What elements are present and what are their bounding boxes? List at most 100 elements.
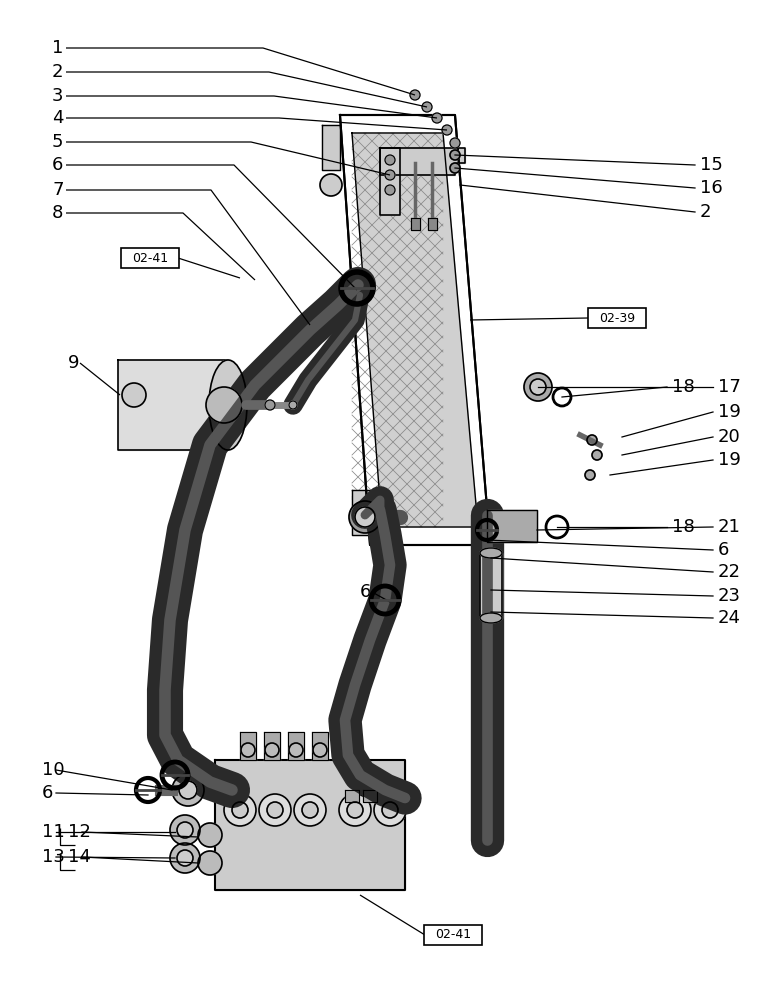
Polygon shape: [340, 115, 490, 545]
Circle shape: [179, 781, 197, 799]
Text: 2: 2: [700, 203, 712, 221]
Circle shape: [450, 138, 460, 148]
Text: 19: 19: [718, 403, 741, 421]
Circle shape: [530, 379, 546, 395]
Circle shape: [422, 102, 432, 112]
Circle shape: [265, 743, 279, 757]
Text: 2: 2: [52, 63, 64, 81]
Text: 9: 9: [68, 354, 79, 372]
Circle shape: [442, 125, 452, 135]
Text: 24: 24: [718, 609, 741, 627]
Polygon shape: [411, 218, 420, 230]
Circle shape: [546, 516, 568, 538]
Polygon shape: [487, 510, 537, 542]
Text: 1: 1: [52, 39, 64, 57]
Circle shape: [349, 501, 381, 533]
Text: 13: 13: [42, 848, 65, 866]
Text: 11: 11: [42, 823, 64, 841]
Text: 19: 19: [718, 451, 741, 469]
Text: 4: 4: [52, 109, 64, 127]
Circle shape: [450, 163, 460, 173]
Circle shape: [385, 155, 395, 165]
Polygon shape: [428, 218, 437, 230]
Text: 6: 6: [360, 583, 372, 601]
Circle shape: [432, 113, 442, 123]
Circle shape: [294, 794, 326, 826]
FancyBboxPatch shape: [424, 925, 482, 945]
Circle shape: [339, 794, 371, 826]
Circle shape: [289, 401, 297, 409]
Circle shape: [410, 90, 420, 100]
Circle shape: [170, 815, 200, 845]
Circle shape: [524, 373, 552, 401]
Text: 8: 8: [52, 204, 64, 222]
Text: 7: 7: [52, 181, 64, 199]
Text: 02-41: 02-41: [132, 251, 168, 264]
Circle shape: [450, 150, 460, 160]
Polygon shape: [352, 490, 370, 535]
Circle shape: [587, 435, 597, 445]
Text: 17: 17: [718, 378, 741, 396]
Circle shape: [232, 802, 248, 818]
Circle shape: [355, 507, 375, 527]
Circle shape: [198, 851, 222, 875]
Text: 16: 16: [700, 179, 722, 197]
Text: 6: 6: [42, 784, 54, 802]
Text: 6: 6: [52, 156, 64, 174]
Ellipse shape: [209, 360, 247, 450]
Polygon shape: [380, 148, 465, 175]
Circle shape: [177, 822, 193, 838]
Text: 02-41: 02-41: [435, 928, 471, 942]
Polygon shape: [380, 148, 400, 215]
Circle shape: [241, 743, 255, 757]
Text: 6: 6: [718, 541, 729, 559]
Polygon shape: [322, 125, 340, 170]
Text: 10: 10: [42, 761, 64, 779]
Circle shape: [265, 400, 275, 410]
Circle shape: [259, 794, 291, 826]
Ellipse shape: [480, 548, 502, 558]
Circle shape: [267, 802, 283, 818]
Text: 12: 12: [68, 823, 91, 841]
Circle shape: [385, 185, 395, 195]
Circle shape: [553, 388, 571, 406]
Polygon shape: [288, 732, 304, 760]
FancyBboxPatch shape: [588, 308, 646, 328]
Text: 18: 18: [672, 378, 695, 396]
Text: 02-39: 02-39: [599, 312, 635, 324]
Circle shape: [224, 794, 256, 826]
Text: 5: 5: [52, 133, 64, 151]
Circle shape: [302, 802, 318, 818]
Circle shape: [170, 843, 200, 873]
Circle shape: [320, 174, 342, 196]
Circle shape: [592, 450, 602, 460]
FancyBboxPatch shape: [121, 248, 179, 268]
Polygon shape: [240, 732, 256, 760]
Circle shape: [382, 802, 398, 818]
Polygon shape: [345, 790, 359, 802]
Circle shape: [289, 743, 303, 757]
Text: 22: 22: [718, 563, 741, 581]
Circle shape: [177, 850, 193, 866]
Circle shape: [198, 823, 222, 847]
Text: 3: 3: [52, 87, 64, 105]
Text: 23: 23: [718, 587, 741, 605]
Text: 15: 15: [700, 156, 723, 174]
Polygon shape: [480, 553, 502, 618]
Circle shape: [585, 470, 595, 480]
Polygon shape: [352, 133, 478, 527]
Text: 18: 18: [672, 518, 695, 536]
Text: 20: 20: [718, 428, 741, 446]
Text: 21: 21: [718, 518, 741, 536]
Polygon shape: [215, 760, 405, 890]
Polygon shape: [118, 360, 228, 450]
Circle shape: [347, 802, 363, 818]
Polygon shape: [264, 732, 280, 760]
Circle shape: [374, 794, 406, 826]
Polygon shape: [312, 732, 328, 760]
Circle shape: [122, 383, 146, 407]
Ellipse shape: [480, 613, 502, 623]
Circle shape: [206, 387, 242, 423]
Text: 14: 14: [68, 848, 91, 866]
Polygon shape: [363, 790, 377, 802]
